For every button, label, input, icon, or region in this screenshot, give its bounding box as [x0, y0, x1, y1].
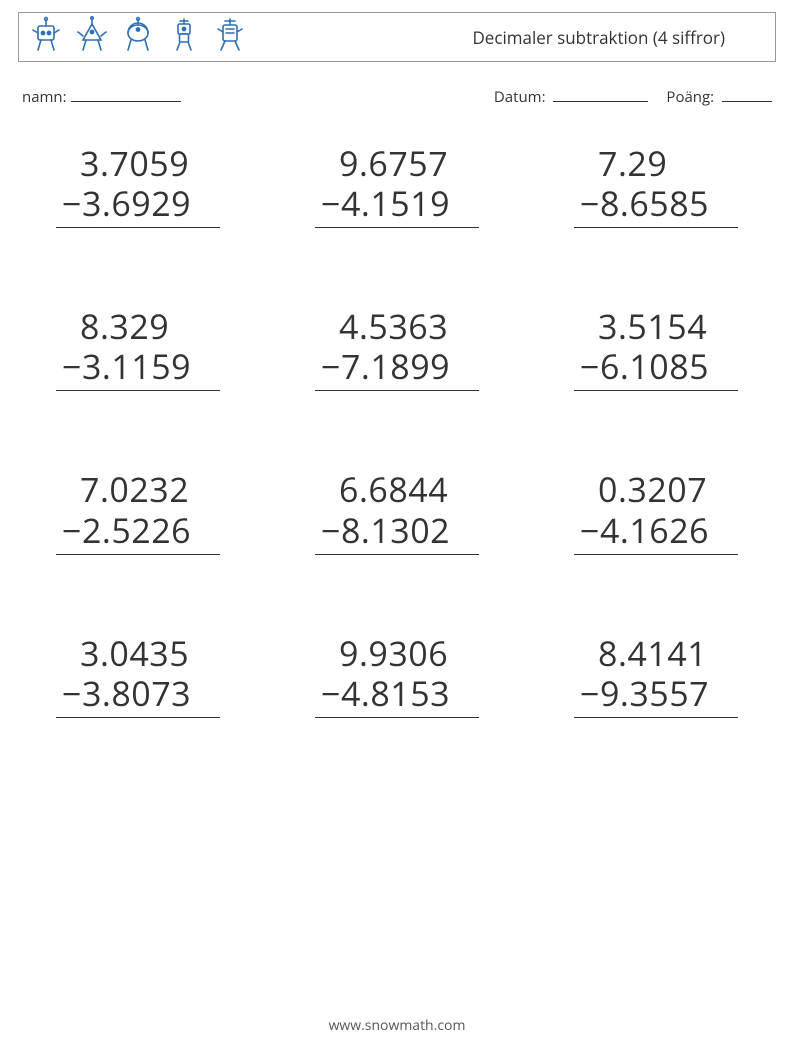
- subtrahend: −4.1519: [307, 183, 487, 223]
- answer-rule: [56, 390, 220, 391]
- minuend: 8.329: [48, 306, 228, 346]
- minuend: 6.6844: [307, 469, 487, 509]
- answer-rule: [315, 390, 479, 391]
- answer-rule: [56, 717, 220, 718]
- date-label: Datum:: [494, 87, 546, 107]
- name-blank[interactable]: [71, 86, 181, 102]
- score-blank[interactable]: [722, 86, 772, 102]
- subtrahend: −4.8153: [307, 673, 487, 713]
- answer-rule: [315, 554, 479, 555]
- answer-rule: [315, 227, 479, 228]
- subtraction-problem: 8.4141−9.3557: [566, 633, 746, 718]
- robot-icon: [75, 16, 109, 59]
- minuend: 9.9306: [307, 633, 487, 673]
- subtrahend: −6.1085: [566, 346, 746, 386]
- subtraction-problem: 9.9306−4.8153: [307, 633, 487, 718]
- subtraction-problem: 3.0435−3.8073: [48, 633, 228, 718]
- worksheet-page: Decimaler subtraktion (4 siffror) namn: …: [0, 0, 794, 1053]
- problems-grid: 3.7059−3.6929 9.6757−4.1519 7.29−8.6585 8.3…: [18, 143, 776, 718]
- subtraction-problem: 3.7059−3.6929: [48, 143, 228, 228]
- robot-icon: [121, 16, 155, 59]
- robot-icon: [167, 16, 201, 59]
- problem-row: 8.329−3.1159 4.5363−7.1899 3.5154−6.1085: [48, 306, 746, 391]
- answer-rule: [574, 554, 738, 555]
- minuend: 3.0435: [48, 633, 228, 673]
- answer-rule: [56, 227, 220, 228]
- problem-row: 3.7059−3.6929 9.6757−4.1519 7.29−8.6585: [48, 143, 746, 228]
- answer-rule: [56, 554, 220, 555]
- minuend: 7.29: [566, 143, 746, 183]
- worksheet-title: Decimaler subtraktion (4 siffror): [472, 26, 765, 49]
- subtrahend: −7.1899: [307, 346, 487, 386]
- subtraction-problem: 0.3207−4.1626: [566, 469, 746, 554]
- subtraction-problem: 9.6757−4.1519: [307, 143, 487, 228]
- minuend: 3.5154: [566, 306, 746, 346]
- subtrahend: −8.6585: [566, 183, 746, 223]
- subtrahend: −4.1626: [566, 510, 746, 550]
- subtraction-problem: 3.5154−6.1085: [566, 306, 746, 391]
- date-blank[interactable]: [553, 86, 648, 102]
- subtrahend: −2.5226: [48, 510, 228, 550]
- subtrahend: −9.3557: [566, 673, 746, 713]
- minuend: 3.7059: [48, 143, 228, 183]
- robot-icon: [213, 16, 247, 59]
- minuend: 0.3207: [566, 469, 746, 509]
- robot-icons-row: [29, 16, 247, 59]
- subtraction-problem: 6.6844−8.1302: [307, 469, 487, 554]
- subtrahend: −3.8073: [48, 673, 228, 713]
- subtrahend: −3.1159: [48, 346, 228, 386]
- robot-icon: [29, 16, 63, 59]
- score-label: Poäng:: [666, 87, 714, 107]
- minuend: 8.4141: [566, 633, 746, 673]
- subtraction-problem: 4.5363−7.1899: [307, 306, 487, 391]
- minuend: 7.0232: [48, 469, 228, 509]
- problem-row: 3.0435−3.8073 9.9306−4.8153 8.4141−9.3557: [48, 633, 746, 718]
- footer-url: www.snowmath.com: [0, 1016, 794, 1035]
- minuend: 4.5363: [307, 306, 487, 346]
- minuend: 9.6757: [307, 143, 487, 183]
- subtraction-problem: 7.29−8.6585: [566, 143, 746, 228]
- subtrahend: −8.1302: [307, 510, 487, 550]
- subtrahend: −3.6929: [48, 183, 228, 223]
- answer-rule: [574, 390, 738, 391]
- answer-rule: [574, 227, 738, 228]
- answer-rule: [315, 717, 479, 718]
- answer-rule: [574, 717, 738, 718]
- problem-row: 7.0232−2.5226 6.6844−8.1302 0.3207−4.1626: [48, 469, 746, 554]
- subtraction-problem: 8.329−3.1159: [48, 306, 228, 391]
- info-fields-row: namn: Datum: Poäng:: [18, 86, 776, 107]
- header-bar: Decimaler subtraktion (4 siffror): [18, 12, 776, 62]
- name-label: namn:: [22, 87, 67, 107]
- subtraction-problem: 7.0232−2.5226: [48, 469, 228, 554]
